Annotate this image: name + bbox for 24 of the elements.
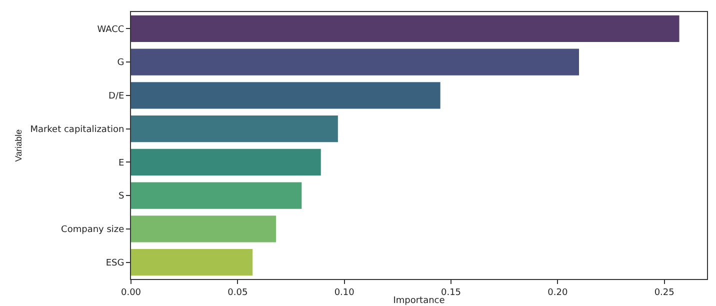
y-tick-label: Company size xyxy=(61,225,125,236)
bar xyxy=(131,82,440,109)
y-tick-label: E xyxy=(118,158,125,168)
bar xyxy=(131,115,338,142)
y-tick-label: WACC xyxy=(97,24,124,35)
x-tick-label: 0.25 xyxy=(654,288,674,298)
bar xyxy=(131,216,276,242)
y-tick-label: S xyxy=(118,192,124,202)
bar xyxy=(131,182,302,209)
bar xyxy=(131,148,321,176)
y-tick-label: G xyxy=(117,58,124,68)
x-axis-title: Importance xyxy=(393,296,446,306)
y-tick-label: ESG xyxy=(106,258,124,268)
x-tick-label: 0.00 xyxy=(120,288,142,298)
bar xyxy=(131,248,253,276)
y-tick-label: D/E xyxy=(108,92,125,102)
x-tick-label: 0.20 xyxy=(548,288,568,298)
x-tick-label: 0.05 xyxy=(228,288,248,298)
bar xyxy=(131,15,680,42)
x-tick-label: 0.10 xyxy=(334,288,355,298)
y-axis-title: Variable xyxy=(14,129,24,162)
x-tick-label: 0.15 xyxy=(440,288,462,298)
bar xyxy=(131,48,579,76)
y-tick-label: Market capitalization xyxy=(30,124,124,135)
